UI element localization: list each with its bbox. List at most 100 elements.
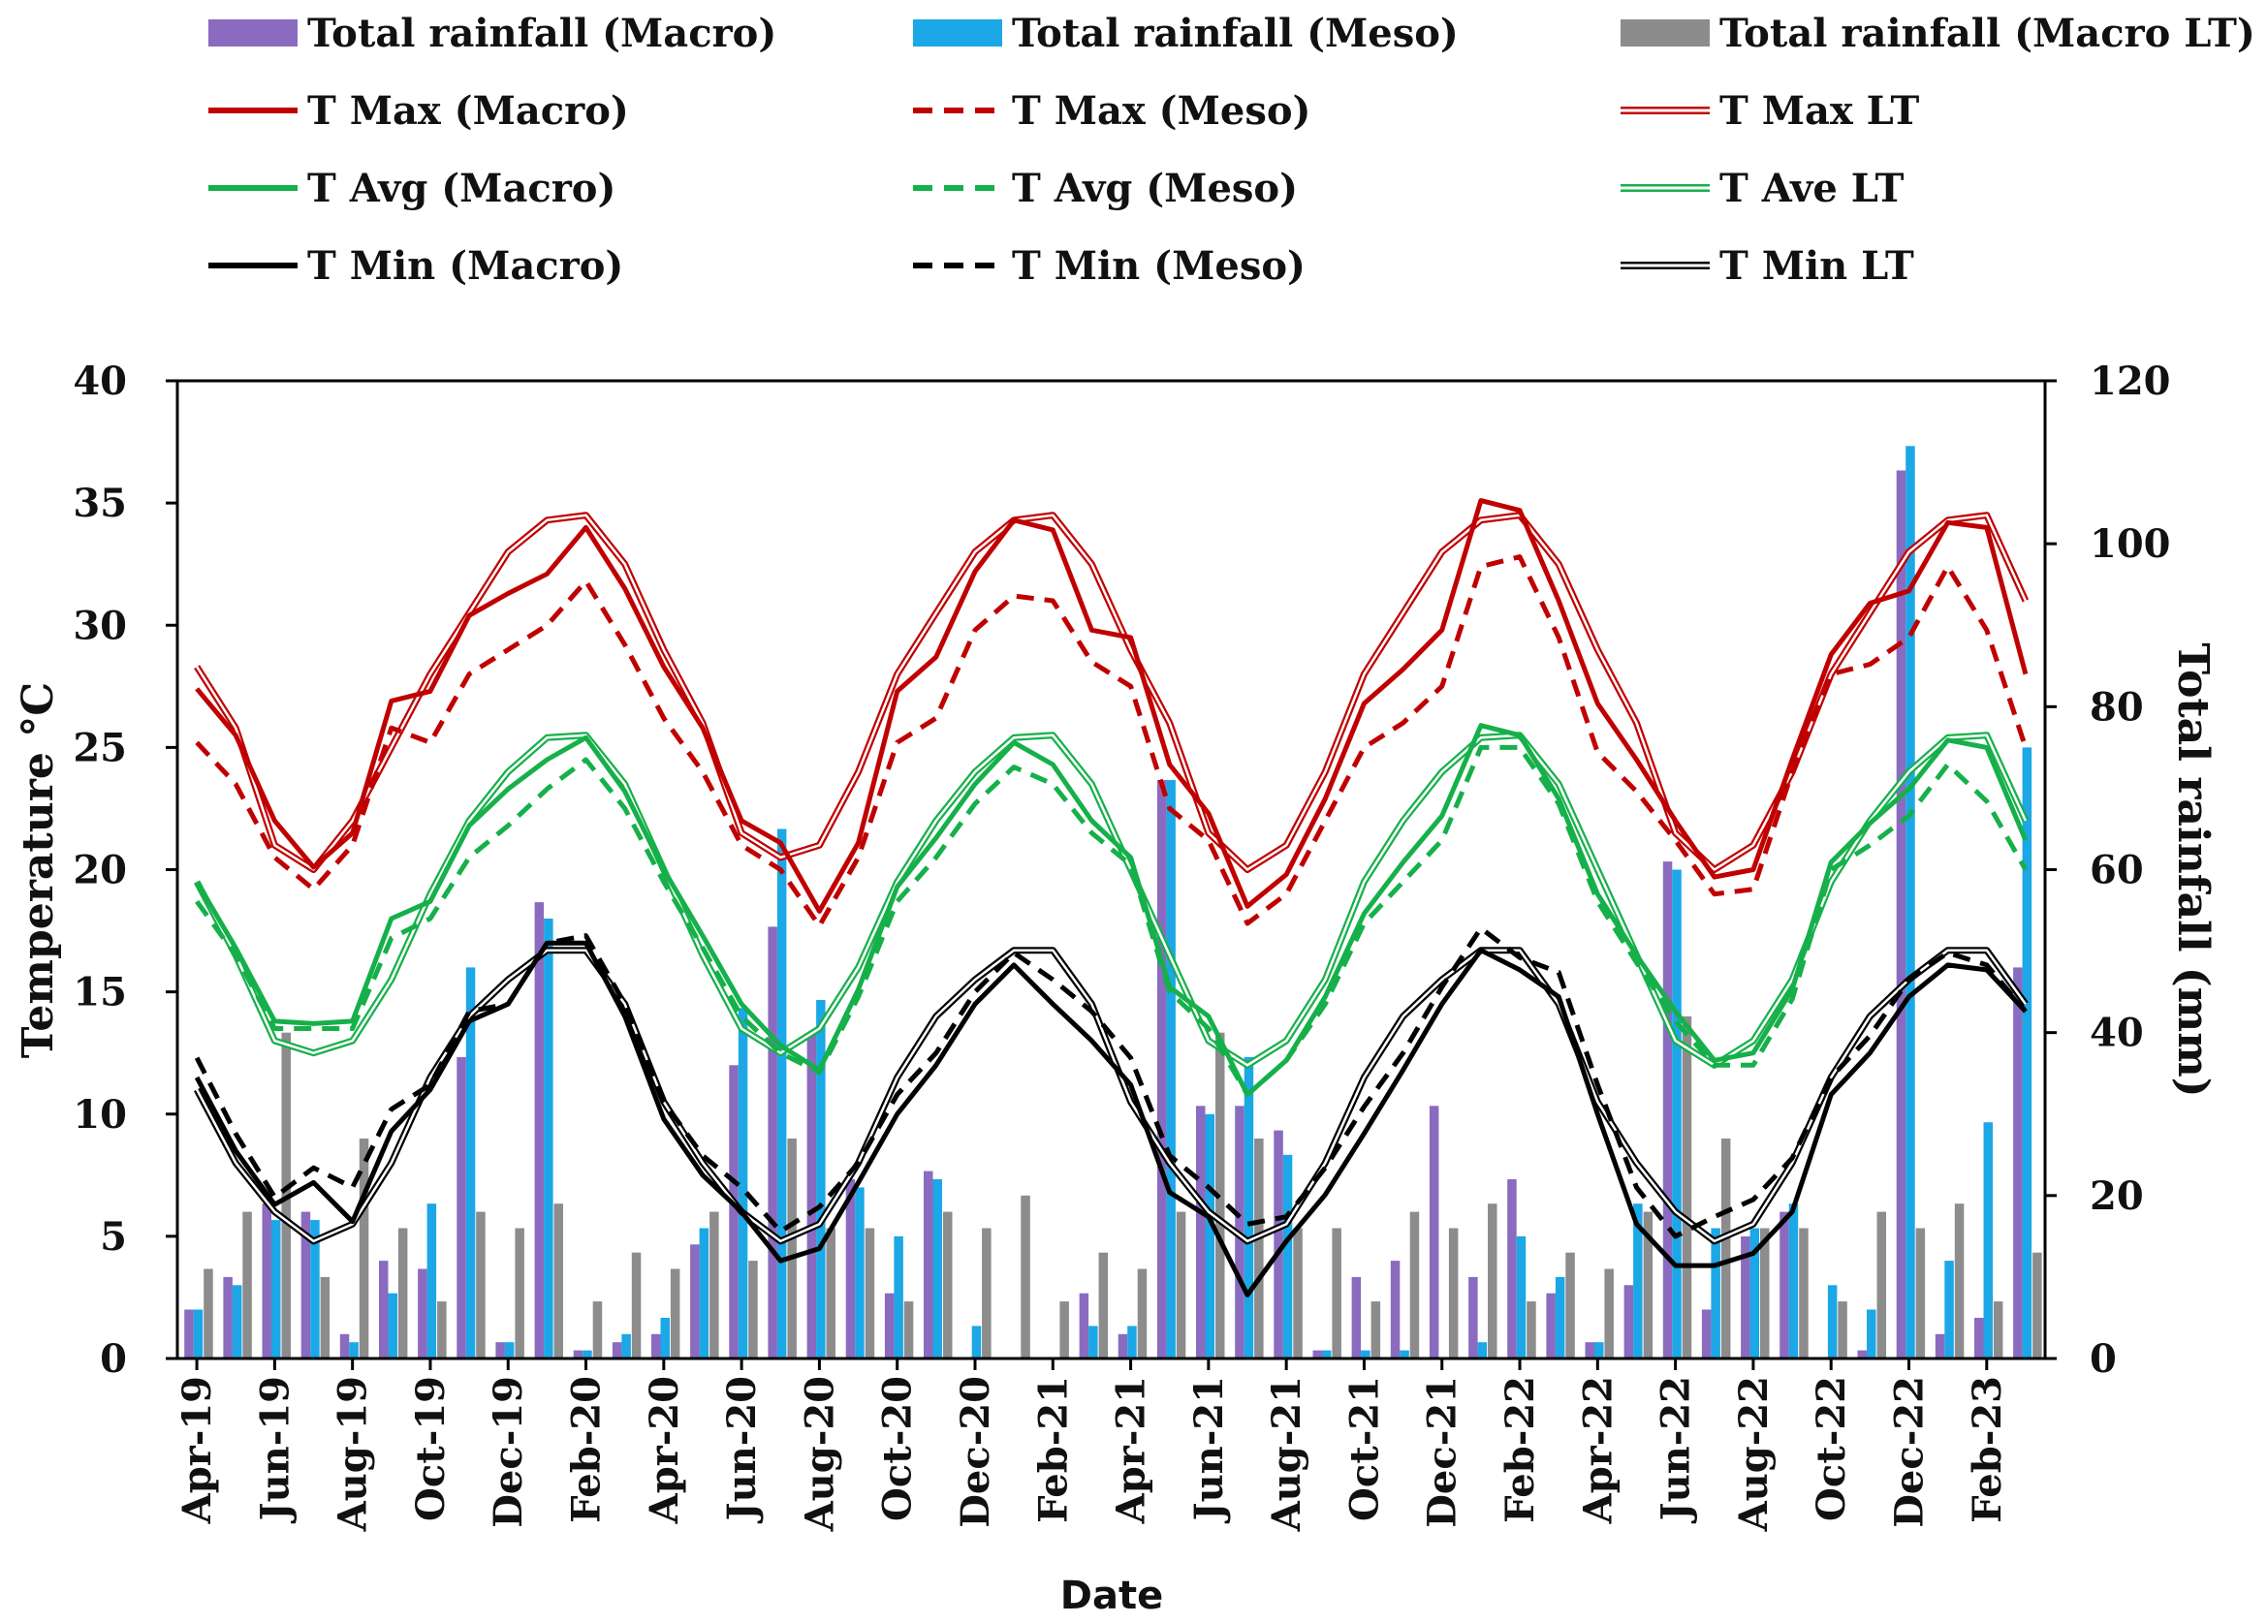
x-tick-label: Dec-21 xyxy=(1420,1376,1465,1528)
line-series-inner xyxy=(196,514,2028,871)
x-axis-title: Date xyxy=(1060,1574,1163,1618)
rainfall-bar xyxy=(1448,1228,1459,1359)
rainfall-bar xyxy=(932,1179,942,1359)
rainfall-bar xyxy=(1477,1342,1488,1359)
rainfall-bar xyxy=(1555,1276,1565,1359)
rainfall-bar xyxy=(1954,1203,1965,1359)
rainfall-bar xyxy=(242,1211,252,1359)
rainfall-bar xyxy=(397,1228,408,1359)
rainfall-bar xyxy=(339,1333,350,1359)
rainfall-bar xyxy=(865,1228,875,1359)
y-right-tick-label: 80 xyxy=(2090,684,2144,730)
legend-swatch xyxy=(913,263,1002,268)
rainfall-bar xyxy=(583,1350,592,1359)
x-tick-label: Oct-21 xyxy=(1341,1376,1387,1521)
rainfall-bar xyxy=(2022,747,2032,1359)
x-tick-label: Jun-21 xyxy=(1186,1376,1232,1523)
legend-item: T Min (Macro) xyxy=(208,236,623,295)
x-tick-label: Aug-22 xyxy=(1731,1376,1777,1532)
rainfall-bars xyxy=(184,446,2042,1359)
rainfall-bar xyxy=(1429,1106,1439,1359)
legend-label: T Avg (Meso) xyxy=(1012,165,1299,211)
legend-label: Total rainfall (Macro) xyxy=(307,10,777,56)
rainfall-bar xyxy=(573,1350,583,1359)
rainfall-bar xyxy=(1361,1350,1370,1359)
rainfall-bar xyxy=(193,1309,204,1359)
y-axis-left-title: Temperature °C xyxy=(14,682,63,1059)
rainfall-bar xyxy=(1322,1350,1332,1359)
rainfall-bar xyxy=(553,1203,563,1359)
x-tick-label: Feb-20 xyxy=(564,1376,610,1523)
x-tick-label: Aug-19 xyxy=(331,1376,376,1532)
x-tick-label: Apr-20 xyxy=(642,1376,687,1524)
rainfall-bar xyxy=(504,1342,515,1359)
rainfall-bar xyxy=(437,1301,447,1359)
rainfall-bar xyxy=(1780,1211,1789,1359)
rainfall-bar xyxy=(1565,1252,1575,1359)
legend-swatch xyxy=(1621,184,1710,192)
rainfall-bar xyxy=(621,1333,631,1359)
rainfall-bar xyxy=(232,1285,242,1359)
legend-swatch xyxy=(913,108,1002,113)
rainfall-bar xyxy=(1282,1154,1293,1359)
y-right-tick-label: 60 xyxy=(2090,848,2144,893)
y-right-tick-label: 120 xyxy=(2090,359,2171,404)
y-left-tick-label: 35 xyxy=(73,481,127,526)
legend-label: T Min (Meso) xyxy=(1012,242,1306,289)
x-tick-label: Feb-22 xyxy=(1497,1376,1543,1523)
x-tick-label: Feb-23 xyxy=(1965,1376,2010,1523)
rainfall-bar xyxy=(690,1244,700,1359)
rainfall-bar xyxy=(748,1261,758,1359)
rainfall-bar xyxy=(388,1293,397,1359)
x-tick-label: Oct-19 xyxy=(408,1376,454,1521)
rainfall-bar xyxy=(1312,1350,1322,1359)
x-tick-label: Oct-22 xyxy=(1809,1376,1854,1521)
rainfall-bar xyxy=(1088,1326,1098,1359)
y-right-tick-label: 40 xyxy=(2090,1011,2144,1056)
legend-label: T Min LT xyxy=(1719,242,1914,289)
legend-item: T Max LT xyxy=(1621,81,1919,140)
rainfall-bar xyxy=(476,1211,486,1359)
legend-swatch xyxy=(208,19,298,47)
rainfall-bar xyxy=(271,1220,281,1359)
rainfall-bar xyxy=(971,1326,982,1359)
x-tick-label: Dec-19 xyxy=(486,1376,531,1528)
rainfall-bar xyxy=(1546,1293,1556,1359)
rainfall-bar xyxy=(1332,1228,1341,1359)
rainfall-bar xyxy=(1788,1203,1799,1359)
rainfall-bar xyxy=(1838,1301,1847,1359)
rainfall-bar xyxy=(651,1333,661,1359)
rainfall-bar xyxy=(1906,446,1915,1359)
rainfall-bar xyxy=(1915,1228,1926,1359)
rainfall-bar xyxy=(768,926,777,1359)
legend-swatch xyxy=(913,19,1002,47)
rainfall-bar xyxy=(426,1203,437,1359)
rainfall-bar xyxy=(1983,1122,1993,1359)
rainfall-bar xyxy=(894,1235,903,1359)
y-left-tick-label: 0 xyxy=(100,1336,127,1382)
rainfall-bar xyxy=(300,1211,311,1359)
legend-swatch xyxy=(208,185,298,191)
rainfall-bar xyxy=(515,1228,524,1359)
rainfall-bar xyxy=(534,902,545,1359)
rainfall-bar xyxy=(1176,1211,1186,1359)
rainfall-bar xyxy=(379,1261,389,1359)
legend-swatch xyxy=(208,108,298,113)
rainfall-bar xyxy=(184,1309,194,1359)
rainfall-bar xyxy=(1507,1179,1517,1359)
temperature-lines xyxy=(194,498,2030,1297)
x-tick-label: Dec-20 xyxy=(953,1376,998,1528)
rainfall-bar xyxy=(544,919,553,1359)
legend-swatch xyxy=(1621,107,1710,114)
rainfall-bar xyxy=(1876,1211,1886,1359)
x-tick-label: Apr-19 xyxy=(174,1376,220,1524)
rainfall-bar xyxy=(699,1228,709,1359)
rainfall-bar xyxy=(1741,1235,1750,1359)
x-tick-label: Jun-20 xyxy=(719,1376,765,1523)
rainfall-bar xyxy=(1079,1293,1089,1359)
rainfall-bar xyxy=(1827,1285,1838,1359)
rainfall-bar xyxy=(903,1301,914,1359)
rainfall-bar xyxy=(2032,1252,2042,1359)
y-left-tick-label: 25 xyxy=(73,725,127,770)
rainfall-bar xyxy=(776,828,787,1359)
